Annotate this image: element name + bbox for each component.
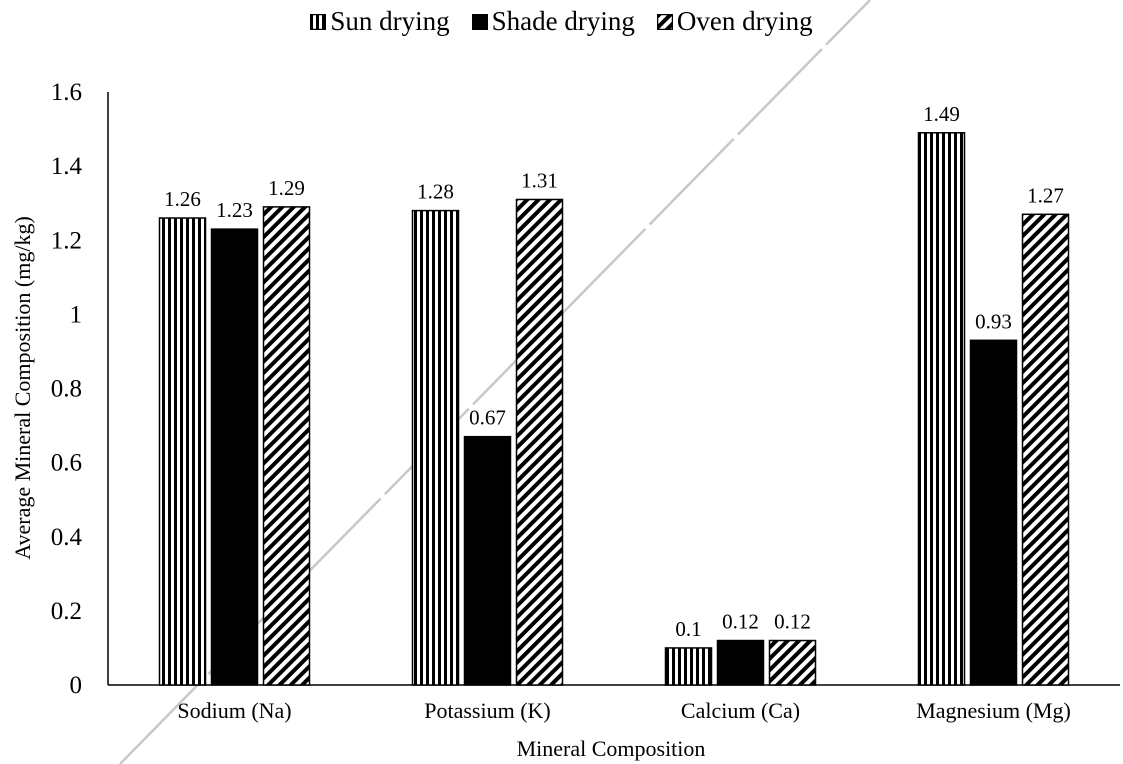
bar [515, 198, 564, 686]
bar-value-label: 1.28 [417, 180, 454, 204]
y-tick-label: 0.2 [51, 598, 82, 625]
legend-label-oven: Oven drying [676, 6, 813, 36]
bar-value-label: 0.67 [469, 406, 506, 430]
bar-value-label: 1.31 [521, 168, 558, 192]
x-tick-label: Sodium (Na) [177, 698, 291, 723]
solid-swatch-icon [471, 13, 488, 30]
bar [716, 639, 765, 686]
legend-label-shade: Shade drying [491, 6, 635, 36]
legend-item-oven: Oven drying [656, 6, 813, 37]
bar-value-label: 1.27 [1027, 183, 1064, 207]
bar [158, 217, 207, 686]
x-tick-label: Magnesium (Mg) [916, 698, 1071, 723]
bar-value-label: 0.12 [774, 610, 811, 634]
bar-value-label: 1.23 [216, 198, 253, 222]
plot-area: 0 0.2 0.4 0.6 0.8 1 1.2 1.4 1.6 1.26 1.23 1.29 Sodiu… [51, 79, 1120, 723]
legend-item-shade: Shade drying [471, 6, 635, 37]
vertical-stripes-swatch-icon [310, 13, 327, 30]
legend: Sun drying Shade drying Oven drying [0, 6, 1123, 37]
legend-item-sun: Sun drying [310, 6, 450, 37]
bar-value-label: 1.49 [923, 102, 960, 126]
x-axis-title: Mineral Composition [517, 736, 706, 761]
y-tick-label: 0.6 [51, 450, 82, 477]
legend-label-sun: Sun drying [330, 6, 450, 36]
y-tick-label: 1.2 [51, 227, 82, 254]
bar [664, 647, 713, 686]
y-axis-title: Average Mineral Composition (mg/kg) [10, 216, 35, 560]
y-tick-label: 1.4 [51, 153, 83, 180]
bar-value-label: 0.1 [675, 617, 701, 641]
bar [210, 228, 259, 686]
bar [463, 435, 512, 686]
y-tick-label: 1.6 [51, 79, 82, 106]
bar [411, 209, 460, 686]
x-tick-label: Potassium (K) [424, 698, 551, 723]
y-tick-label: 0.8 [51, 376, 82, 403]
bar [917, 132, 966, 686]
x-tick-label: Calcium (Ca) [681, 698, 800, 723]
bar [262, 206, 311, 686]
bar-value-label: 1.29 [268, 176, 305, 200]
bar-value-label: 0.93 [975, 309, 1012, 333]
diagonal-stripes-swatch-icon [656, 13, 673, 30]
bar [1021, 213, 1070, 686]
y-tick-label: 1 [70, 301, 83, 328]
bar-value-label: 1.26 [164, 187, 201, 211]
bar [768, 639, 817, 686]
bar-value-label: 0.12 [722, 610, 759, 634]
bar [969, 339, 1018, 686]
y-tick-label: 0 [70, 672, 83, 699]
y-tick-label: 0.4 [51, 524, 83, 551]
